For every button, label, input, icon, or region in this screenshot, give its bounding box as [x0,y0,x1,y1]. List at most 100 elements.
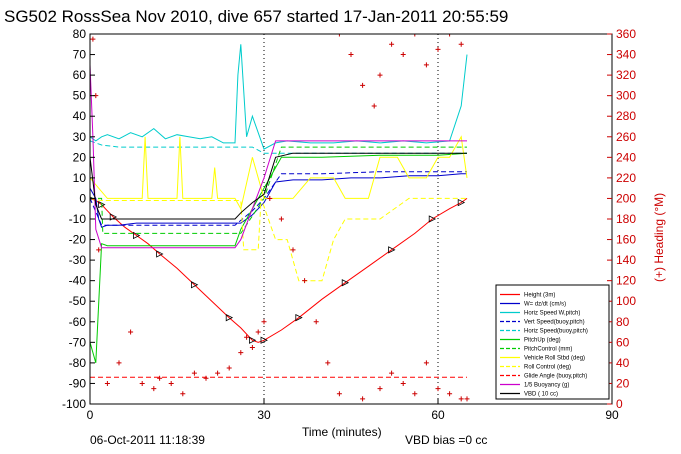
y-right-tick-label: 280 [616,109,636,123]
footer-date: 06-Oct-2011 11:18:39 [90,433,205,447]
data-point [389,370,395,376]
data-point [336,391,342,397]
data-point [133,231,141,240]
y-right-tick-label: 140 [616,253,636,267]
legend-entry: PitchUp (deg) [524,338,561,344]
data-point [447,34,453,37]
data-point [180,391,186,397]
y-right-tick-label: 180 [616,212,636,226]
data-point [435,46,441,52]
data-point [458,396,464,402]
series-group [90,34,470,402]
data-point [249,336,257,344]
y-tick-label: 60 [73,68,87,82]
data-point [341,279,350,287]
data-point [348,52,354,58]
y-tick-label: -90 [69,376,87,390]
series-line [90,44,468,150]
y-tick-label: -50 [69,294,87,308]
chart-title: SG502 RossSea Nov 2010, dive 657 started… [4,7,508,26]
data-point [156,250,164,258]
data-point [90,36,96,42]
data-point [151,386,157,392]
data-point [400,380,406,386]
legend-entry: Glide Angle (buoy,pitch) [524,374,587,380]
legend-entry: Roll Control (deg) [524,365,571,371]
data-point [336,34,342,37]
y-tick-label: -70 [69,335,87,349]
legend: Height (3m) W= dz/dt (cm/s) Horiz Speed W,… [495,284,610,400]
data-point [302,278,308,284]
data-point [128,329,134,335]
data-point [313,319,319,325]
data-point [464,396,470,402]
y-right-tick-label: 80 [616,315,630,329]
data-point [388,246,396,254]
data-point [447,391,453,397]
y-right-tick-label: 300 [616,89,636,103]
data-point [215,370,221,376]
y-tick-label: 0 [79,191,86,205]
y-tick-label: -30 [69,253,87,267]
plot-area [90,34,612,404]
y-right-tick-label: 120 [616,274,636,288]
data-point [157,375,163,381]
y-right-tick-label: 260 [616,130,636,144]
y-tick-label: 10 [73,171,87,185]
legend-entry: Horiz Speed W,pitch) [524,311,580,317]
data-point [191,370,197,376]
series-line [90,64,467,249]
legend-entry: Horiz Speed(buoy,pitch) [524,329,588,335]
data-point [109,213,118,221]
y-tick-label: 50 [73,89,87,103]
y-right-tick-label: 320 [616,68,636,82]
data-point [377,72,383,78]
data-point [290,247,296,253]
data-point [238,350,244,356]
data-point [435,386,441,392]
x-tick-label: 30 [257,408,271,422]
data-point [371,103,377,109]
legend-entry: PitchControl (mm) [524,347,572,353]
y-right-tick-label: 340 [616,48,636,62]
x-tick-label: 60 [431,408,445,422]
data-point [244,334,250,340]
data-point [225,314,234,322]
y-right-tick-label: 160 [616,233,636,247]
data-point [295,314,303,322]
data-point [168,380,174,386]
series-line [90,135,468,211]
y-tick-label: -20 [69,233,87,247]
axes: 80706050403020100-10-20-30-40-50-60-70-8… [62,27,636,422]
y-tick-label: -100 [62,397,86,411]
series-line [90,197,468,343]
y-tick-label: 20 [73,150,87,164]
x-axis-label: Time (minutes) [302,425,382,439]
data-point [457,198,466,207]
y-right-tick-label: 240 [616,150,636,164]
series-line [90,173,467,228]
legend-entry: Vehicle Roll Stbd (deg) [524,356,585,362]
data-point [191,281,199,289]
data-point [203,375,209,381]
data-point [428,215,437,223]
data-point [412,34,418,37]
series-line [90,152,467,220]
data-point [423,360,429,366]
y-tick-label: -80 [69,356,87,370]
data-point [104,380,110,386]
data-point [278,216,284,222]
series-line [90,171,467,226]
data-point [377,386,383,392]
legend-entry: VBD ( 10 cc) [524,392,558,398]
y-tick-label: 80 [73,27,87,41]
series-line [90,152,468,364]
y-right-tick-label: 20 [616,376,630,390]
data-point [360,396,366,402]
data-point [116,360,122,366]
data-point [139,380,145,386]
y-right-tick-label: 0 [616,397,623,411]
series-line [90,146,467,234]
y-right-tick-label: 220 [616,171,636,185]
y-tick-label: 40 [73,109,87,123]
